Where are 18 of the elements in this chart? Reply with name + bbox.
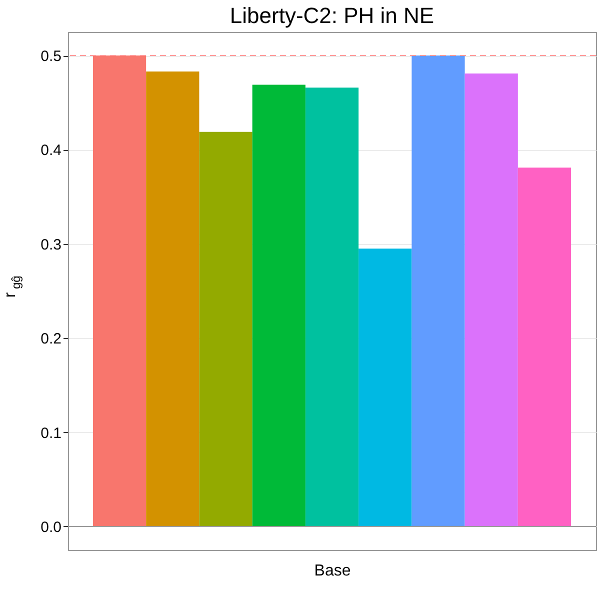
x-axis-title: Base [314,562,351,580]
y-axis-title: rgĝ [2,276,23,298]
y-tick-label: 0.0 [40,518,62,536]
bar [464,73,518,526]
bar [305,88,359,526]
y-tick-label: 0.5 [40,48,62,66]
y-tick-label: 0.2 [40,330,62,348]
bar [92,56,146,526]
bar [358,248,412,526]
bar [518,168,572,526]
bar [252,84,306,526]
y-tick-label: 0.4 [40,142,62,160]
bar [199,132,252,526]
y-tick-label: 0.3 [40,236,62,254]
bar [146,72,200,526]
y-tick-label: 0.1 [40,424,62,442]
bar [412,56,465,526]
chart-title: Liberty-C2: PH in NE [230,3,434,28]
